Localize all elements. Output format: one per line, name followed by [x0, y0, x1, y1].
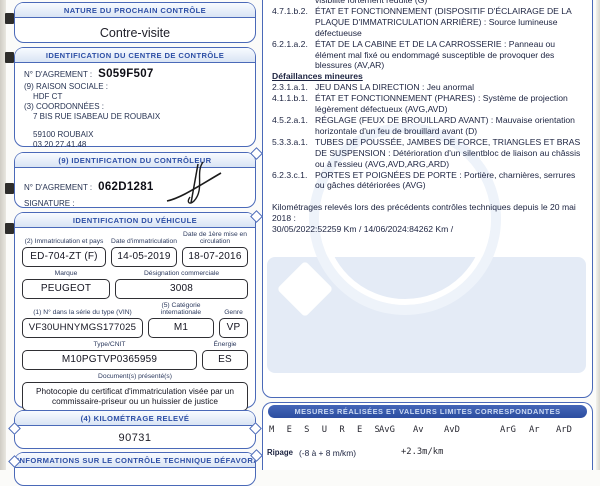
measures-columns-row: M E S U R E S AvG Av AvD ArG Ar ArD: [263, 425, 592, 439]
registration-value: ED-704-ZT (F): [22, 246, 106, 267]
defect-text: ÉTAT ET FONCTIONNEMENT (PHARES) : Systèm…: [315, 93, 568, 115]
scan-mark: [5, 223, 14, 234]
defect-item-clipped: visibilité fortement réduite (G): [271, 0, 586, 6]
genre-value: VP: [219, 318, 248, 339]
defect-text: TUBES DE POUSSÉE, JAMBES DE FORCE, TRIAN…: [315, 136, 581, 169]
section-odometer: (4) KILOMÉTRAGE RELEVÉ 90731: [14, 410, 256, 449]
vin-label: (1) N° dans la série du type (VIN): [33, 309, 132, 317]
center-coordonnees-label: (3) COORDONNÉES :: [24, 102, 105, 112]
measures-header: MESURES RÉALISÉES ET VALEURS LIMITES COR…: [268, 405, 587, 418]
section-next-control: NATURE DU PROCHAIN CONTRÔLE Contre-visit…: [14, 2, 256, 43]
documents-label: Document(s) présenté(s): [98, 372, 172, 380]
signature-scribble-icon: [166, 161, 222, 204]
registration-date-label: Date d'immatriculation: [111, 237, 177, 245]
energy-value: ES: [202, 349, 248, 370]
section-unfavorable-info: INFORMATIONS SUR LE CONTRÔLE TECHNIQUE D…: [14, 452, 256, 486]
defect-code: 4.5.2.a.1.: [272, 114, 308, 125]
defect-text: PORTES ET POIGNÉES DE PORTE : Portière, …: [315, 169, 576, 191]
registration-label: (2) Immatriculation et pays: [24, 237, 104, 245]
defect-code: 5.3.3.a.1.: [272, 136, 308, 147]
registration-date-value: 14-05-2019: [111, 246, 177, 267]
watermark-ring-icon: [319, 133, 491, 305]
inspector-agrement-value: 062D1281: [98, 180, 154, 193]
defect-item: 4.1.1.b.1. ÉTAT ET FONCTIONNEMENT (PHARE…: [271, 93, 586, 115]
scan-mark: [5, 13, 14, 24]
page-edge-left: [0, 0, 6, 470]
commercial-name-value: 3008: [115, 278, 248, 299]
column-avd: AvD: [444, 425, 460, 435]
defect-item: 4.5.2.a.1. RÉGLAGE (FEUX DE BROUILLARD A…: [271, 115, 586, 137]
measure-row-ripage: Ripage (-8 à + 8 m/km) +2.3m/km: [263, 447, 592, 462]
center-phone: 03.20.27.41.48: [33, 140, 87, 150]
column-arg: ArG: [500, 425, 516, 435]
defect-code: 2.3.1.a.1.: [272, 82, 308, 93]
inspector-agrement-label: N° D'AGREMENT :: [24, 182, 93, 192]
defect-text: ÉTAT DE LA CABINE ET DE LA CARROSSERIE :…: [315, 38, 556, 71]
page-edge-right: [596, 0, 600, 470]
scan-mark: [5, 183, 14, 194]
center-address: 7 BIS RUE ISABEAU DE ROUBAIX: [33, 112, 161, 122]
column-ard: ArD: [556, 425, 572, 435]
center-agrement-value: S059F507: [98, 67, 154, 80]
defect-code: 4.1.1.b.1.: [272, 93, 308, 104]
next-control-type: Contre-visite: [99, 25, 171, 40]
column-ar: Ar: [529, 425, 540, 435]
category-value: M1: [148, 318, 214, 339]
odometer-value: 90731: [118, 431, 152, 444]
commercial-name-label: Désignation commerciale: [143, 269, 220, 277]
first-use-date-label: Date de 1ère mise en circulation: [183, 230, 247, 245]
genre-label: Genre: [224, 309, 243, 317]
defect-code: 6.2.3.c.1.: [272, 169, 308, 180]
type-cnit-value: M10PGTVP0365959: [22, 349, 197, 370]
section-header: (9) IDENTIFICATION DU CONTRÔLEUR: [15, 153, 255, 168]
first-use-date-value: 18-07-2016: [182, 246, 248, 267]
defect-item: 6.2.1.a.2. ÉTAT DE LA CABINE ET DE LA CA…: [271, 39, 586, 72]
vin-value: VF30UHNYMGS177025: [22, 318, 143, 339]
section-header: IDENTIFICATION DU CENTRE DE CONTRÔLE: [15, 48, 255, 63]
defect-code: 4.7.1.b.2.: [272, 5, 308, 16]
measure-label: Ripage: [267, 448, 293, 457]
defect-text: RÉGLAGE (FEUX DE BROUILLARD AVANT) : Mau…: [315, 114, 575, 136]
defect-item: 4.7.1.b.2. ÉTAT ET FONCTIONNEMENT (DISPO…: [271, 6, 586, 39]
section-vehicle: IDENTIFICATION DU VÉHICULE (2) Immatricu…: [14, 212, 256, 411]
section-inspector: (9) IDENTIFICATION DU CONTRÔLEUR N° D'AG…: [14, 152, 256, 208]
measures-panel: MESURES RÉALISÉES ET VALEURS LIMITES COR…: [262, 402, 593, 470]
category-label: (5) Catégorie internationale: [160, 301, 202, 317]
defect-text: visibilité fortement réduite (G): [315, 0, 428, 5]
center-agrement-label: N° D'AGREMENT :: [24, 69, 93, 79]
make-value: PEUGEOT: [22, 278, 110, 299]
measures-row-title: M E S U R E S: [269, 425, 384, 435]
defect-item: 2.3.1.a.1. JEU DANS LA DIRECTION : Jeu a…: [271, 82, 586, 93]
center-raison-value: HDF CT: [33, 92, 63, 102]
mileage-history-line1: Kilométrages relevés lors des précédents…: [272, 202, 576, 224]
section-header: (4) KILOMÉTRAGE RELEVÉ: [15, 411, 255, 426]
section-header: INFORMATIONS SUR LE CONTRÔLE TECHNIQUE D…: [15, 453, 255, 468]
center-city: 59100 ROUBAIX: [33, 129, 94, 139]
center-raison-label: (9) RAISON SOCIALE :: [24, 82, 109, 92]
section-inspection-center: IDENTIFICATION DU CENTRE DE CONTRÔLE N° …: [14, 47, 256, 150]
scan-mark: [5, 52, 14, 63]
inspector-signature-label: SIGNATURE :: [24, 198, 75, 208]
energy-label: Énergie: [213, 341, 237, 349]
column-av: Av: [413, 425, 424, 435]
minor-defects-heading: Défaillances mineures: [272, 71, 363, 82]
measure-range: (-8 à + 8 m/km): [299, 448, 357, 458]
documents-value: Photocopie du certificat d'immatriculati…: [22, 381, 248, 411]
mileage-history-note: Kilométrages relevés lors des précédents…: [271, 202, 586, 235]
section-header: NATURE DU PROCHAIN CONTRÔLE: [15, 3, 255, 18]
defects-panel: visibilité fortement réduite (G) 4.7.1.b…: [262, 0, 593, 398]
column-avg: AvG: [379, 425, 395, 435]
defect-text: JEU DANS LA DIRECTION : Jeu anormal: [315, 82, 475, 93]
defect-text: ÉTAT ET FONCTIONNEMENT (DISPOSITIF D'ÉCL…: [315, 5, 572, 38]
defect-code: 6.2.1.a.2.: [272, 38, 308, 49]
mileage-history-line2: 30/05/2022:52259 Km / 14/06/2024:84262 K…: [272, 224, 454, 235]
defect-item: 5.3.3.a.1. TUBES DE POUSSÉE, JAMBES DE F…: [271, 137, 586, 170]
section-header: IDENTIFICATION DU VÉHICULE: [15, 213, 255, 228]
type-cnit-label: Type/CNIT: [93, 341, 126, 349]
make-label: Marque: [54, 269, 78, 277]
defect-item: 6.2.3.c.1. PORTES ET POIGNÉES DE PORTE :…: [271, 170, 586, 192]
measure-value: +2.3m/km: [401, 447, 444, 457]
